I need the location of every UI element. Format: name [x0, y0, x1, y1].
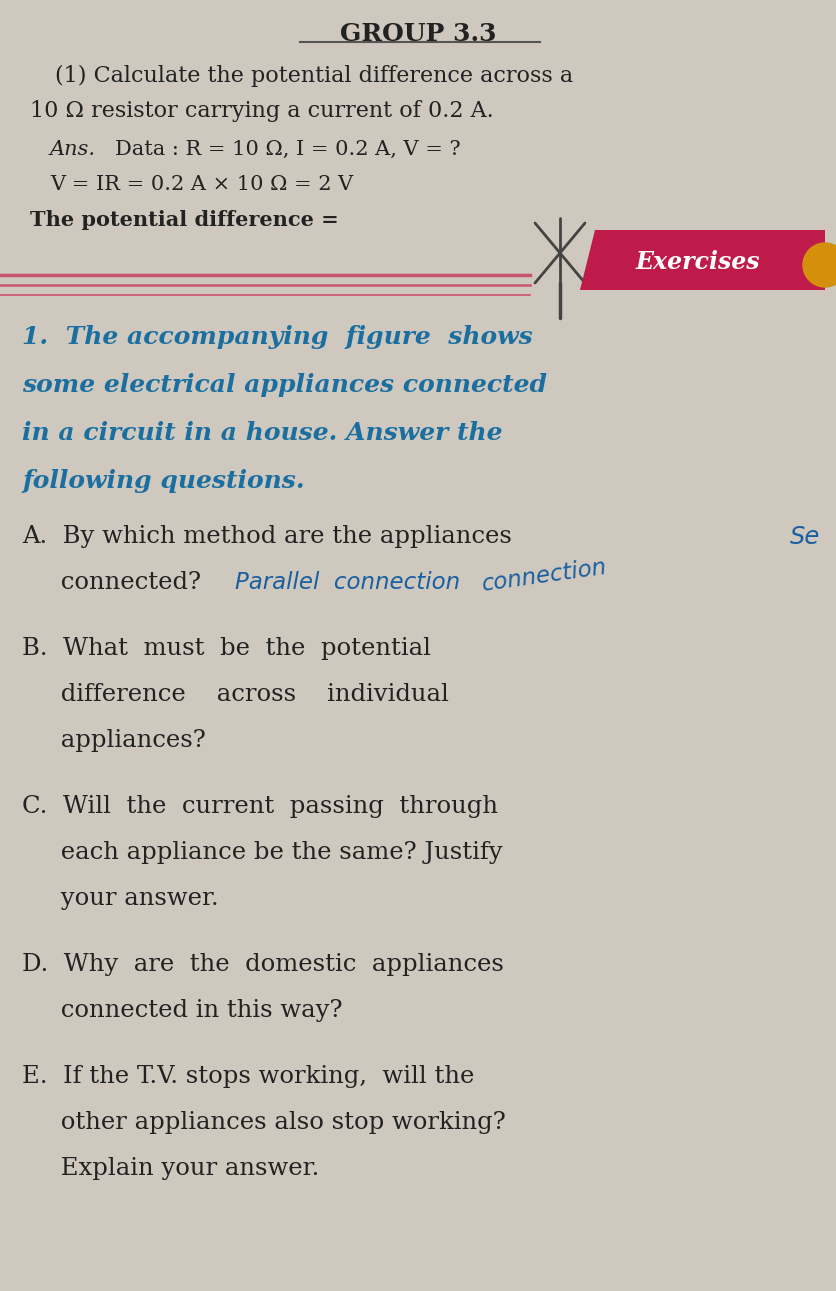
- Text: connected in this way?: connected in this way?: [22, 999, 342, 1022]
- Text: 1.  The accompanying  figure  shows: 1. The accompanying figure shows: [22, 325, 532, 349]
- Text: Explain your answer.: Explain your answer.: [22, 1157, 319, 1180]
- Text: A.  By which method are the appliances: A. By which method are the appliances: [22, 525, 512, 547]
- Text: each appliance be the same? Justify: each appliance be the same? Justify: [22, 840, 502, 864]
- Text: C.  Will  the  current  passing  through: C. Will the current passing through: [22, 795, 497, 818]
- Text: connected?: connected?: [22, 571, 201, 594]
- Text: D.  Why  are  the  domestic  appliances: D. Why are the domestic appliances: [22, 953, 503, 976]
- Text: V = IR = 0.2 A × 10 Ω = 2 V: V = IR = 0.2 A × 10 Ω = 2 V: [50, 176, 353, 194]
- Circle shape: [802, 243, 836, 287]
- Text: appliances?: appliances?: [22, 729, 206, 751]
- Text: Parallel  connection: Parallel connection: [235, 571, 460, 594]
- Polygon shape: [579, 230, 824, 290]
- Text: B.  What  must  be  the  potential: B. What must be the potential: [22, 636, 431, 660]
- Text: in a circuit in a house. Answer the: in a circuit in a house. Answer the: [22, 421, 502, 445]
- Text: your answer.: your answer.: [22, 887, 218, 910]
- Text: The potential difference =: The potential difference =: [30, 210, 339, 230]
- Text: 10 Ω resistor carrying a current of 0.2 A.: 10 Ω resistor carrying a current of 0.2 …: [30, 99, 493, 123]
- Text: Exercises: Exercises: [635, 250, 759, 274]
- Text: following questions.: following questions.: [22, 469, 304, 493]
- Text: Data : R = 10 Ω, I = 0.2 A, V = ?: Data : R = 10 Ω, I = 0.2 A, V = ?: [115, 139, 460, 159]
- Text: (1) Calculate the potential difference across a: (1) Calculate the potential difference a…: [55, 65, 573, 86]
- Text: other appliances also stop working?: other appliances also stop working?: [22, 1112, 505, 1133]
- Text: connection: connection: [479, 556, 608, 596]
- Text: difference    across    individual: difference across individual: [22, 683, 448, 706]
- Text: Ans.: Ans.: [50, 139, 96, 159]
- Text: some electrical appliances connected: some electrical appliances connected: [22, 373, 547, 398]
- Text: GROUP 3.3: GROUP 3.3: [339, 22, 496, 46]
- Text: Se: Se: [789, 525, 819, 549]
- Text: E.  If the T.V. stops working,  will the: E. If the T.V. stops working, will the: [22, 1065, 474, 1088]
